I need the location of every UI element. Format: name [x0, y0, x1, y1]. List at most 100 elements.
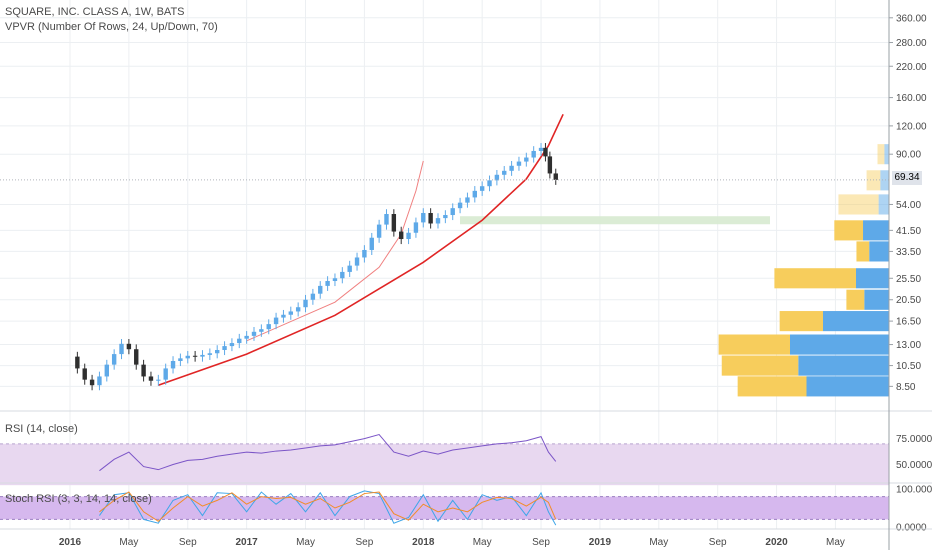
price-tick-label: 90.00	[896, 150, 921, 161]
candle-body	[376, 224, 382, 238]
candle-body	[126, 343, 132, 350]
candle-body	[502, 170, 507, 175]
candle-body	[406, 232, 411, 240]
stoch-band	[0, 496, 889, 520]
candle-body	[421, 213, 426, 223]
volume-profile-up-bar	[806, 376, 889, 397]
candle-body	[516, 161, 522, 166]
candle-body	[222, 346, 227, 351]
price-tick-label: 8.50	[896, 382, 916, 393]
price-tick-label: 10.50	[896, 361, 921, 372]
trend-curve	[246, 160, 424, 342]
candle-body	[318, 285, 323, 294]
time-tick-label: Sep	[709, 537, 727, 548]
vpvr-indicator-label[interactable]: VPVR (Number Of Rows, 24, Up/Down, 70)	[5, 21, 218, 33]
rsi-tick-label: 50.0000	[896, 460, 932, 471]
time-tick-label: Sep	[356, 537, 374, 548]
candle-body	[295, 307, 301, 312]
candle-body	[384, 214, 389, 225]
time-tick-label: May	[649, 537, 668, 548]
candle-body	[237, 338, 242, 344]
price-tick-label: 160.00	[896, 93, 927, 104]
candle-body	[244, 335, 249, 339]
candle-body	[465, 197, 470, 203]
rsi-indicator-label[interactable]: RSI (14, close)	[5, 423, 78, 435]
candle-body	[111, 354, 117, 365]
candle-body	[229, 343, 235, 347]
candle-body	[479, 186, 485, 191]
candle-body	[450, 208, 455, 216]
candle-body	[82, 368, 87, 380]
candle-body	[553, 173, 558, 180]
candle-body	[251, 331, 257, 336]
value-area-band	[460, 216, 770, 225]
price-tick-label: 16.50	[896, 317, 921, 328]
rsi-band	[0, 443, 889, 486]
candle-body	[141, 364, 146, 377]
volume-profile-down-bar	[856, 241, 870, 262]
candle-body	[413, 222, 419, 233]
volume-profile-down-bar	[877, 144, 885, 165]
volume-profile-up-bar	[869, 241, 889, 262]
candle-body	[178, 358, 183, 361]
rsi-line	[99, 433, 557, 472]
candle-body	[428, 213, 433, 224]
volume-profile	[460, 144, 889, 397]
candle-body	[325, 281, 330, 286]
price-tick-label: 20.50	[896, 295, 921, 306]
candle-body	[347, 265, 352, 272]
stoch-tick-label: 100.0000	[896, 485, 932, 496]
last-price-tag: 69.34	[892, 171, 922, 185]
stoch-rsi-panel: 100.0000 0.0000	[0, 485, 932, 534]
volume-profile-down-bar	[846, 289, 865, 310]
volume-profile-up-bar	[798, 355, 889, 376]
volume-profile-up-bar	[863, 220, 889, 241]
candle-body	[332, 278, 338, 282]
candle-body	[399, 231, 404, 240]
candle-body	[266, 324, 271, 330]
price-tick-label: 54.00	[896, 200, 921, 211]
candle-body	[119, 343, 124, 355]
time-tick-label: May	[119, 537, 138, 548]
candle-body	[531, 150, 536, 158]
candle-body	[310, 293, 316, 300]
candle-body	[156, 379, 161, 381]
candle-body	[472, 190, 477, 198]
price-candles	[0, 143, 889, 391]
volume-profile-up-bar	[864, 289, 889, 310]
candle-body	[273, 317, 279, 325]
candle-body	[443, 215, 448, 219]
candle-body	[75, 356, 80, 369]
price-tick-label: 120.00	[896, 121, 927, 132]
candle-body	[524, 157, 529, 162]
volume-profile-down-bar	[838, 194, 879, 215]
candle-body	[104, 364, 109, 377]
symbol-title[interactable]: SQUARE, INC. CLASS A, 1W, BATS	[5, 6, 185, 18]
candle-body	[538, 147, 544, 151]
candle-body	[354, 257, 360, 266]
candle-body	[148, 376, 154, 381]
candle-body	[340, 271, 345, 279]
time-tick-label: May	[296, 537, 315, 548]
candle-body	[97, 376, 102, 386]
time-tick-label: Sep	[532, 537, 550, 548]
volume-profile-down-bar	[779, 311, 823, 332]
candle-body	[281, 314, 286, 318]
rsi-tick-label: 75.0000	[896, 434, 932, 445]
rsi-panel: 75.0000 50.0000	[0, 433, 932, 486]
candle-body	[185, 355, 190, 359]
price-tick-label: 13.00	[896, 340, 921, 351]
candle-body	[509, 165, 514, 171]
stoch-rsi-indicator-label[interactable]: Stoch RSI (3, 3, 14, 14, close)	[5, 493, 152, 505]
price-tick-label: 25.50	[896, 274, 921, 285]
candle-body	[200, 354, 205, 357]
time-tick-label: 2018	[412, 537, 435, 548]
volume-profile-up-bar	[856, 268, 889, 289]
price-tick-label: 360.00	[896, 13, 927, 24]
volume-profile-up-bar	[884, 144, 889, 165]
candle-body	[215, 350, 220, 354]
candle-body	[494, 174, 500, 181]
price-tick-label: 280.00	[896, 38, 927, 49]
